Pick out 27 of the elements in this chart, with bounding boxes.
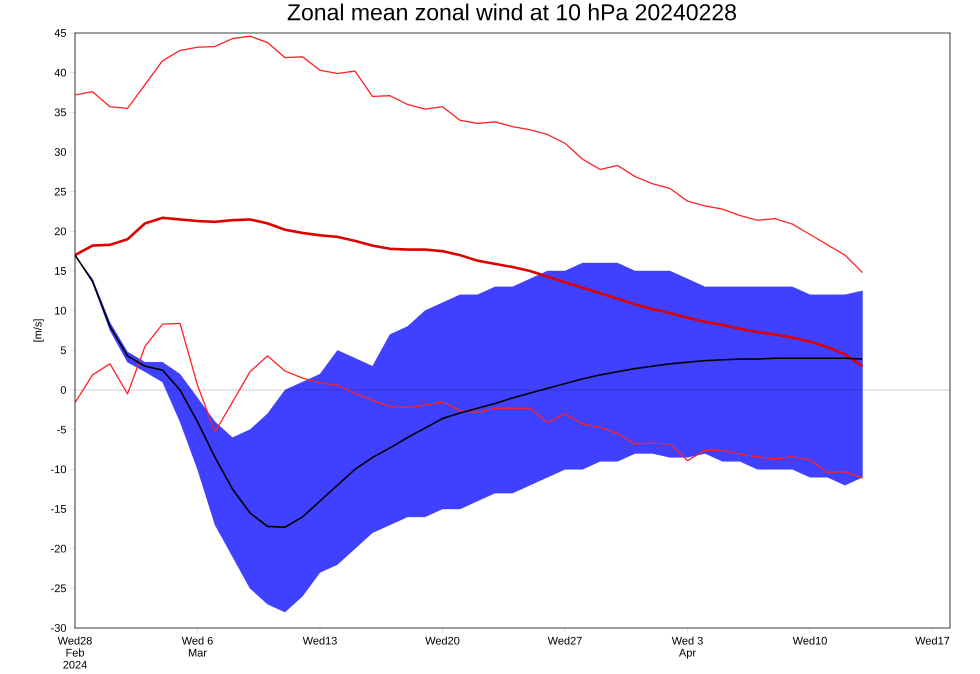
x-tick-label: Wed10 — [792, 636, 827, 645]
y-tick-label: 30 — [54, 148, 66, 156]
y-tick-label: 35 — [54, 108, 66, 116]
y-tick-label: 25 — [54, 188, 66, 196]
x-tick-label: Wed 6 Mar — [182, 636, 213, 657]
y-tick-label: -25 — [51, 584, 66, 592]
y-tick-label: -10 — [51, 465, 66, 474]
y-tick-label: 10 — [55, 306, 66, 315]
y-tick-label: 45 — [54, 29, 66, 37]
y-tick-label: 5 — [60, 346, 66, 354]
y-axis-title: [m/s] — [33, 319, 44, 342]
chart-title: Zonal mean zonal wind at 10 hPa 20240228 — [288, 4, 736, 20]
y-tick-label: 15 — [55, 267, 66, 275]
x-tick-label: Wed17 — [915, 636, 950, 645]
y-tick-label: -30 — [51, 624, 66, 632]
y-tick-label: -5 — [57, 426, 66, 434]
x-tick-label: Wed27 — [548, 636, 582, 645]
y-tick-label: 40 — [54, 68, 66, 77]
x-tick-label: Wed20 — [425, 636, 460, 645]
y-tick-label: -20 — [51, 544, 66, 553]
line-series — [75, 36, 864, 274]
x-tick-label: Wed13 — [302, 636, 337, 645]
y-tick-label: -15 — [51, 505, 66, 513]
x-tick-label: Wed28 Feb 2024 — [58, 636, 92, 669]
y-tick-label: 0 — [60, 386, 66, 394]
x-tick-label: Wed 3 Apr — [672, 636, 703, 659]
y-tick-label: 20 — [54, 227, 66, 236]
